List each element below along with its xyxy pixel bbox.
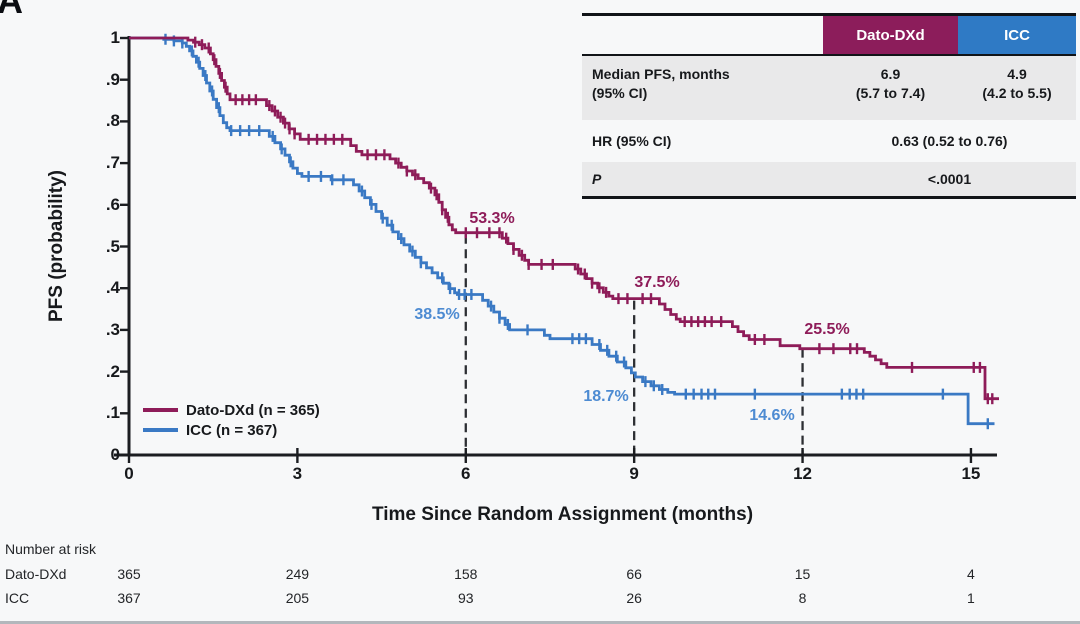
table-row-p: P <.0001: [582, 162, 1076, 196]
p-label: P: [592, 170, 602, 187]
risk-count-ICC-month-15: 1: [967, 590, 975, 606]
x-tick-label-9: 9: [629, 464, 639, 483]
legend-label-icc: ICC (n = 367): [186, 421, 278, 439]
risk-count-Dato-DXd-month-12: 15: [794, 566, 811, 582]
p-value: <.0001: [927, 171, 972, 187]
table-header-dato: Dato-DXd: [823, 16, 958, 54]
y-tick-label-0: 0: [110, 445, 120, 464]
median-pfs-icc-value: 4.9 (4.2 to 5.5): [982, 66, 1052, 101]
percent-label-25.5%: 25.5%: [804, 321, 850, 338]
table-row-median-pfs: Median PFS, months (95% CI) 6.9 (5.7 to …: [582, 56, 1076, 120]
y-tick-label-1: 1: [110, 28, 120, 47]
icc-line-swatch: [143, 428, 178, 432]
legend-entry-icc: ICC (n = 367): [143, 420, 320, 440]
percent-label-37.5%: 37.5%: [634, 274, 680, 291]
risk-count-ICC-month-9: 26: [626, 590, 642, 606]
y-axis-title: PFS (probability): [46, 170, 67, 322]
risk-row-label-ICC: ICC: [5, 590, 30, 606]
bottom-divider: [0, 621, 1080, 624]
y-tick-label-.5: .5: [105, 236, 120, 256]
x-tick-label-3: 3: [292, 464, 303, 483]
y-tick-label-.6: .6: [105, 194, 120, 214]
table-header-spacer: [582, 16, 823, 54]
percent-label-18.7%: 18.7%: [583, 388, 629, 405]
median-pfs-dato-value: 6.9 (5.7 to 7.4): [855, 66, 926, 101]
risk-count-ICC-month-6: 93: [457, 590, 474, 606]
table-bottom-border: [582, 196, 1076, 199]
legend: Dato-DXd (n = 365) ICC (n = 367): [143, 400, 320, 440]
x-tick-label-0: 0: [124, 464, 134, 483]
risk-count-Dato-DXd-month-15: 4: [967, 566, 975, 582]
hr-value: 0.63 (0.52 to 0.76): [891, 133, 1008, 149]
percent-label-38.5%: 38.5%: [414, 306, 460, 323]
x-tick-label-12: 12: [793, 464, 812, 483]
y-tick-label-.3: .3: [105, 319, 120, 339]
legend-entry-dato: Dato-DXd (n = 365): [143, 400, 320, 420]
table-header-icc: ICC: [958, 16, 1076, 54]
table-top-border: [582, 13, 1076, 16]
y-tick-label-.8: .8: [105, 111, 120, 131]
stats-table: Dato-DXd ICC Median PFS, months (95% CI)…: [582, 13, 1076, 199]
x-tick-label-15: 15: [961, 464, 981, 483]
y-tick-label-.4: .4: [105, 278, 120, 298]
table-header-rule: [582, 54, 1076, 56]
percent-label-53.3%: 53.3%: [469, 210, 515, 227]
y-tick-label-.2: .2: [105, 361, 120, 381]
percent-label-14.6%: 14.6%: [749, 407, 795, 424]
risk-count-Dato-DXd-month-0: 365: [117, 566, 141, 582]
panel-label: A: [0, 0, 23, 21]
hr-label: HR (95% CI): [592, 132, 672, 149]
x-tick-label-6: 6: [461, 464, 471, 483]
y-tick-label-.9: .9: [105, 69, 120, 89]
y-tick-label-.1: .1: [105, 403, 120, 423]
table-header-row: Dato-DXd ICC: [582, 16, 1076, 54]
median-pfs-label: Median PFS, months (95% CI): [592, 66, 730, 101]
risk-count-Dato-DXd-month-6: 158: [454, 566, 478, 582]
y-tick-label-.7: .7: [105, 153, 120, 173]
risk-count-Dato-DXd-month-3: 249: [285, 566, 310, 582]
risk-count-ICC-month-3: 205: [285, 590, 310, 606]
number-at-risk-title: Number at risk: [5, 541, 97, 557]
x-axis-title: Time Since Random Assignment (months): [371, 504, 754, 525]
table-row-hr: HR (95% CI) 0.63 (0.52 to 0.76): [582, 120, 1076, 162]
legend-label-dato: Dato-DXd (n = 365): [186, 401, 320, 419]
risk-row-label-Dato-DXd: Dato-DXd: [5, 566, 67, 582]
dato-line-swatch: [143, 408, 178, 412]
risk-count-Dato-DXd-month-9: 66: [626, 566, 642, 582]
risk-count-ICC-month-12: 8: [798, 590, 807, 606]
risk-count-ICC-month-0: 367: [117, 590, 141, 606]
